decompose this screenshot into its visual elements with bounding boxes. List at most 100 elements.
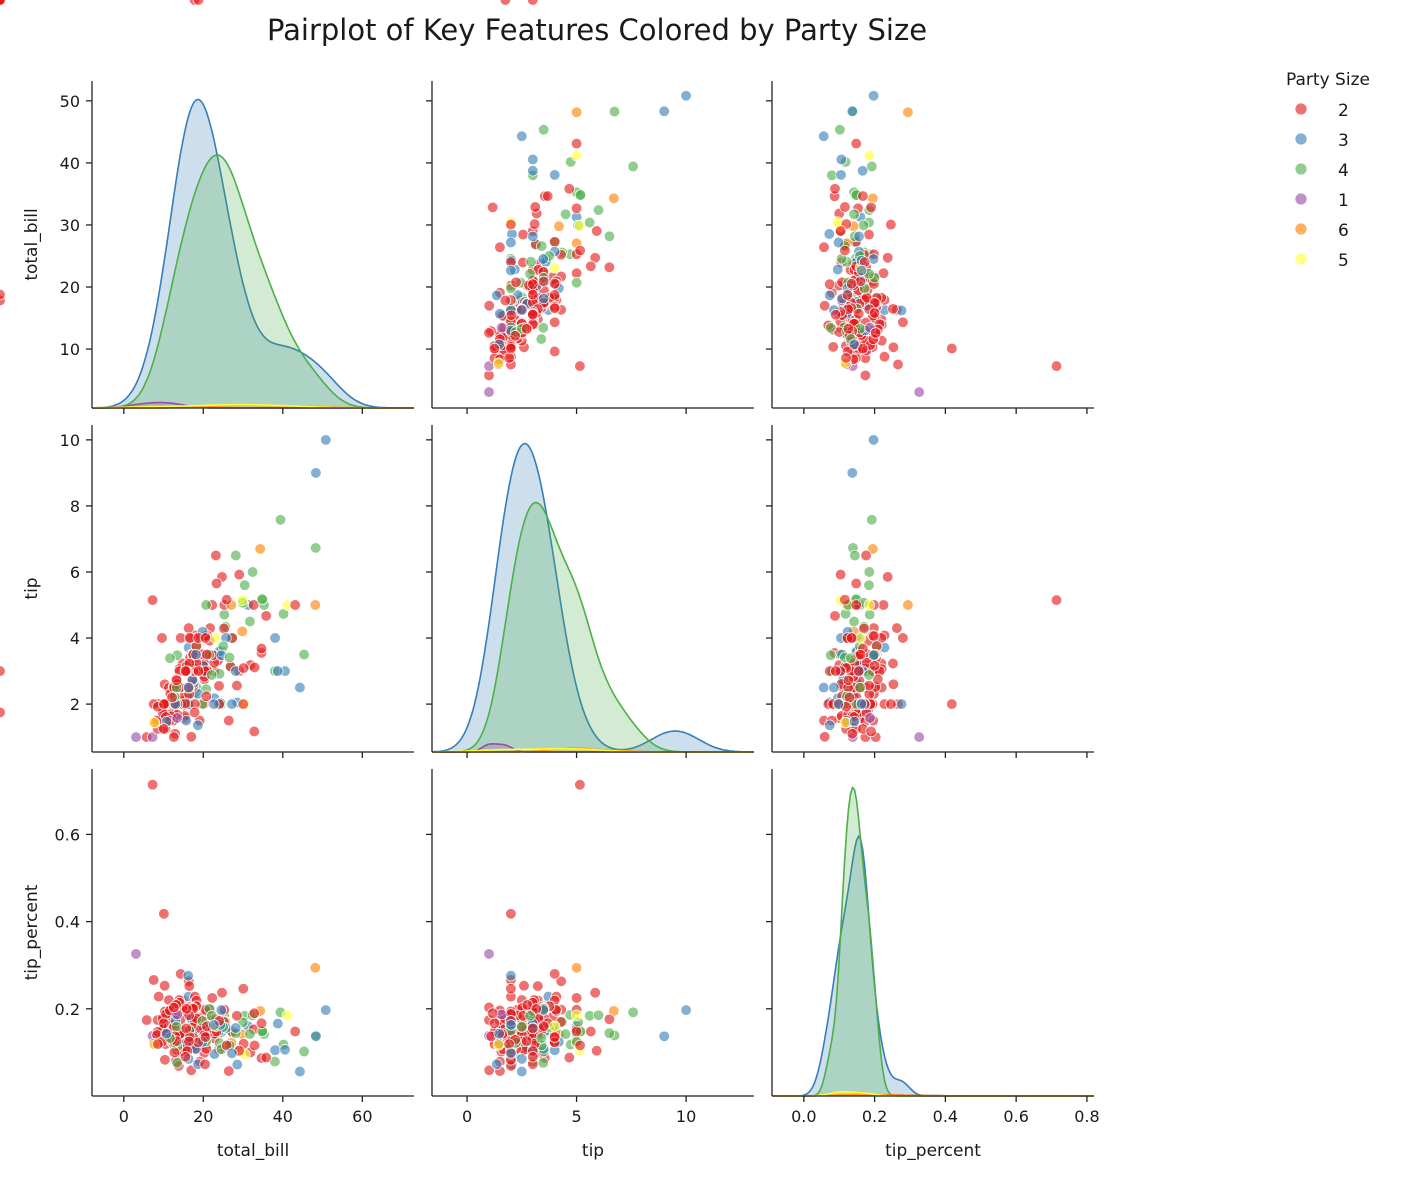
scatter-point [527,309,539,321]
scatter-point [527,1022,539,1035]
scatter-point [570,1009,583,1021]
scatter-point [289,1025,301,1038]
scatter-point [824,289,836,302]
scatter-point [845,278,858,290]
scatter-point [574,360,586,372]
x-tick-label: 20 [193,1107,213,1126]
x-tick-label: 0 [462,1107,472,1126]
scatter-point [309,599,321,611]
legend-marker-3 [1294,132,1308,146]
scatter-point [830,665,842,677]
scatter-point [680,90,692,102]
scatter-point [206,669,218,681]
scatter-point [483,300,495,312]
scatter-point [310,542,322,554]
scatter-point [835,153,848,166]
y-tick-label: 4 [70,629,80,648]
scatter-point [168,1046,181,1059]
scatter-point [294,1065,306,1078]
scatter-point [574,1039,586,1052]
scatter-point [505,342,517,355]
legend: Party Size 2 3 4 1 6 5 [1286,70,1370,271]
scatter-point [529,201,541,213]
scatter-point [867,90,880,102]
scatter-point [845,652,857,664]
scatter-point [168,731,180,743]
scatter-point [179,1051,192,1063]
scatter-point [591,225,603,237]
scatter-point [248,599,260,611]
scatter-point [158,908,170,920]
scatter-point [863,149,875,162]
scatter-point [835,169,847,181]
y-tick-label: 6 [70,563,80,582]
scatter-point [244,615,256,628]
scatter-point [863,566,875,578]
scatter-point [863,669,875,681]
scatter-point [517,228,529,241]
scatter-point [846,467,858,479]
scatter-point [223,714,235,727]
scatter-point [183,622,195,634]
scatter-point [272,1017,284,1030]
scatter-point [527,165,539,177]
scatter-point [159,980,171,992]
scatter-point [505,264,517,277]
scatter-point [505,970,517,982]
scatter-point [860,549,872,562]
scatter-point [310,467,322,479]
scatter-point [830,309,842,321]
scatter-point [592,204,605,216]
scatter-point [549,289,561,301]
scatter-point [824,719,836,731]
scatter-point [274,514,287,526]
scatter-point [1050,360,1063,372]
scatter-point [505,983,517,995]
panel-total_bill-vs-total_bill: 10 20 30 40 50 [60,81,414,414]
scatter-point [818,130,830,142]
scatter-point [549,169,561,181]
scatter-point [527,0,539,6]
scatter-point [520,1035,533,1047]
kde-line-size-3 [92,98,414,409]
scatter-point [834,225,847,237]
scatter-point [505,1047,517,1059]
scatter-point [171,712,183,724]
scatter-point [848,208,860,220]
scatter-point [853,665,865,677]
scatter-point [223,651,236,664]
scatter-point [892,358,904,371]
scatter-point [863,228,875,241]
scatter-point [603,1027,616,1039]
x-tick-label: 0.8 [1074,1107,1099,1126]
scatter-point [858,622,870,635]
scatter-point [832,263,844,276]
scatter-point [493,1028,505,1040]
panel-tip_percent-vs-tip: 0 5 10 [0,0,754,1126]
scatter-point [680,1004,692,1016]
scatter-point [200,599,212,611]
y-tick-label: 0.6 [55,825,80,844]
scatter-point [491,1058,503,1070]
scatter-point [850,599,862,611]
kde-fill-size-4 [432,502,754,752]
scatter-point [863,579,875,591]
scatter-point [867,543,879,555]
scatter-point [549,262,561,274]
scatter-point [839,594,851,606]
scatter-point [192,0,205,6]
scatter-point [499,0,512,6]
scatter-point [868,630,880,642]
scatter-point [855,698,868,710]
scatter-point [158,698,170,710]
x-tick-label: 60 [352,1107,372,1126]
scatter-point [603,230,616,242]
scatter-point [559,1028,572,1040]
legend-label-4: 4 [1338,161,1349,181]
scatter-point [281,1009,294,1021]
scatter-point [255,642,268,655]
x-tick-label: 0 [119,1107,129,1126]
scatter-point [853,230,865,243]
scatter-point [553,220,565,232]
